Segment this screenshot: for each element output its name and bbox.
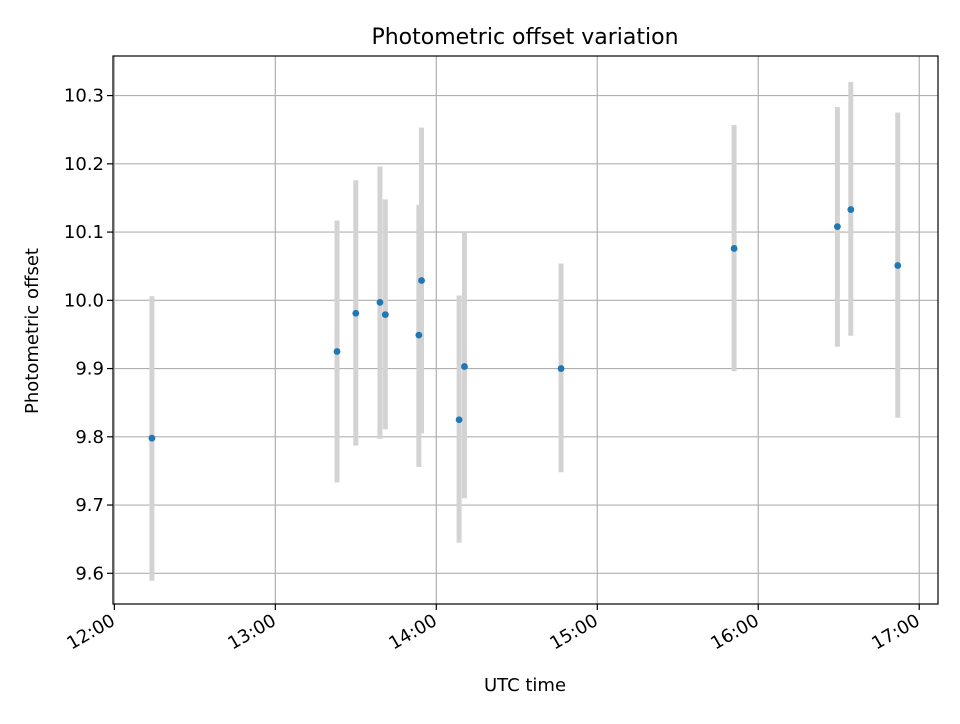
data-points <box>148 206 902 442</box>
data-point <box>333 348 341 355</box>
chart-title: Photometric offset variation <box>371 25 678 50</box>
y-tick-label: 9.8 <box>75 427 104 448</box>
y-tick-label: 10.3 <box>64 86 104 107</box>
y-tick-label: 9.7 <box>75 495 104 516</box>
data-point <box>352 309 360 317</box>
data-point <box>418 277 425 284</box>
y-tick-label: 9.6 <box>75 563 104 584</box>
y-axis-label: Photometric offset <box>22 248 43 414</box>
data-point <box>833 223 841 231</box>
y-tick-label: 10.2 <box>64 154 104 175</box>
data-point <box>376 298 384 306</box>
data-point <box>461 363 468 370</box>
x-axis-label: UTC time <box>484 675 566 696</box>
data-point <box>415 331 423 339</box>
grid-lines <box>113 56 938 604</box>
y-tick-label: 10.0 <box>64 290 104 311</box>
data-point <box>557 365 565 372</box>
data-point <box>847 206 855 213</box>
data-point <box>730 245 738 252</box>
y-tick-label: 9.9 <box>75 359 104 380</box>
y-axis-ticks: 9.6 9.7 9.8 9.9 10.0 10.1 10.2 10.3 <box>64 86 113 584</box>
data-point <box>381 311 389 319</box>
data-point <box>455 416 463 424</box>
axes-frame <box>112 55 939 605</box>
y-tick-label: 10.1 <box>64 222 104 243</box>
data-point <box>894 262 902 269</box>
data-point <box>148 434 156 442</box>
